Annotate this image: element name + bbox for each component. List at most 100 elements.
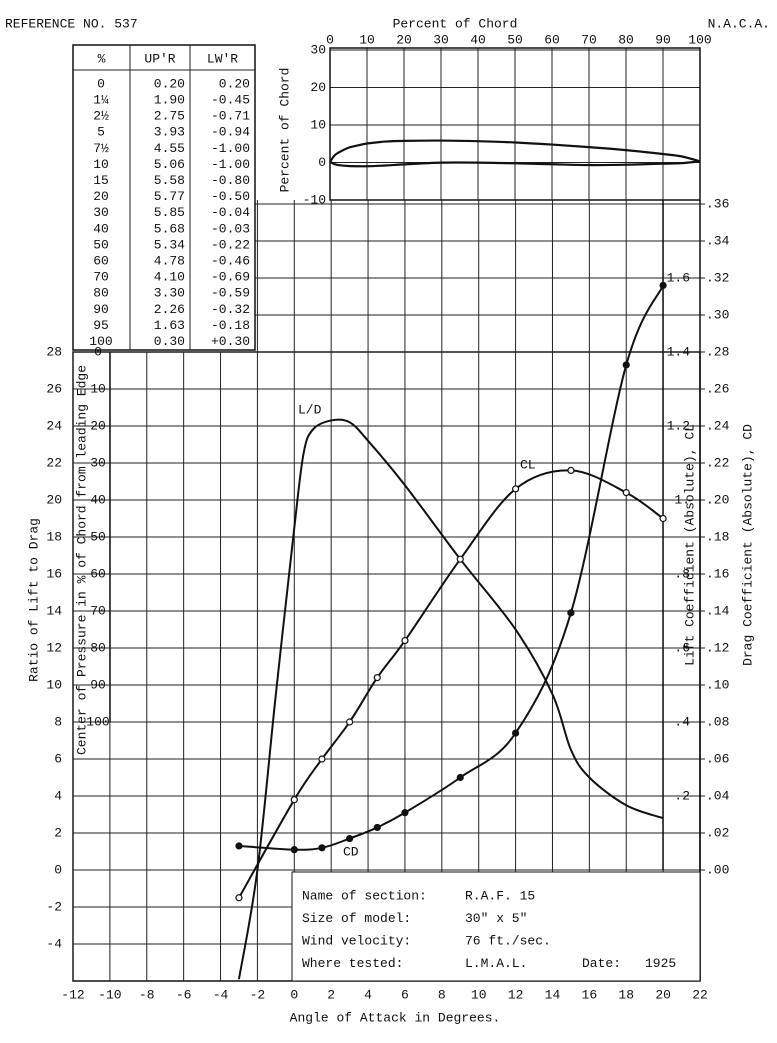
table-header: %: [98, 51, 106, 66]
table-ordinate: 5.77: [154, 189, 185, 204]
data-point: [456, 773, 464, 782]
series-label: CL: [520, 457, 536, 472]
table-ordinate: 3.30: [154, 286, 185, 301]
table-header: UP'R: [144, 51, 175, 66]
y4-tick-label: 50: [90, 529, 106, 544]
data-point: [659, 514, 667, 523]
y2-tick-label: 1.4: [667, 344, 691, 359]
table-ordinate: -0.71: [211, 109, 250, 124]
y2-tick-label: .6: [674, 640, 690, 655]
airfoil-surface: [329, 160, 701, 168]
y3-tick-label: .36: [706, 196, 729, 211]
data-point: [235, 894, 243, 902]
series-line: [238, 284, 665, 851]
date-label: Date:: [582, 956, 621, 971]
table-ordinate: -0.94: [211, 125, 250, 140]
section-x-tick-label: 60: [544, 32, 560, 47]
table-ordinate: -1.00: [211, 157, 250, 172]
y3-tick-label: .24: [706, 418, 730, 433]
y2-tick-label: .2: [674, 788, 690, 803]
table-ordinate: -0.50: [211, 189, 250, 204]
data-point: [318, 755, 326, 763]
y-tick-label: 28: [46, 344, 62, 359]
data-point: [511, 485, 520, 493]
data-point: [346, 834, 354, 843]
y3-tick-label: .26: [706, 381, 729, 396]
table-station: 2½: [93, 109, 109, 124]
x-tick-label: -10: [98, 987, 121, 1002]
section-y-tick-label: 0: [318, 155, 326, 170]
table-ordinate: 0.30: [154, 334, 185, 349]
y3-tick-label: .20: [706, 492, 729, 507]
table-station: 50: [93, 237, 109, 252]
y3-tick-label: .06: [706, 751, 729, 766]
table-ordinate: -0.45: [211, 93, 250, 108]
table-ordinate: -0.59: [211, 286, 250, 301]
data-point: [346, 718, 354, 726]
ordinate-table: [72, 44, 256, 351]
table-station: 40: [93, 221, 109, 236]
section-x-tick-label: 40: [470, 32, 486, 47]
y2-axis-title: Lift Coefficient (Absolute), CL: [682, 424, 697, 666]
x-tick-label: 18: [618, 987, 634, 1002]
y3-tick-label: .28: [706, 344, 729, 359]
x-tick-label: 0: [290, 987, 298, 1002]
y2-tick-label: 1.2: [667, 418, 690, 433]
data-point: [567, 609, 575, 617]
reference: REFERENCE NO. 537: [5, 16, 138, 31]
section-title: Percent of Chord: [393, 16, 518, 31]
specimen-box: [291, 871, 701, 982]
y-tick-label: 8: [54, 714, 62, 729]
x-tick-label: -8: [139, 987, 155, 1002]
y3-tick-label: .02: [706, 825, 729, 840]
table-ordinate: 3.93: [154, 125, 185, 140]
section-y-tick-label: -10: [303, 192, 326, 207]
y-tick-label: 0: [54, 862, 62, 877]
y-tick-label: 16: [46, 566, 62, 581]
x-tick-label: 8: [438, 987, 446, 1002]
specimen-label: Where tested:: [302, 956, 403, 971]
y4-tick-label: 70: [90, 603, 106, 618]
specimen-label: Wind velocity:: [302, 933, 411, 948]
data-point: [401, 636, 409, 645]
y3-tick-label: .04: [706, 788, 730, 803]
table-ordinate: -0.22: [211, 237, 250, 252]
table-station: 5: [97, 125, 105, 140]
y3-tick-label: .16: [706, 566, 729, 581]
series-line: [237, 418, 664, 980]
specimen-value: 30" x 5": [465, 911, 527, 926]
table-station: 70: [93, 270, 109, 285]
table-ordinate: 5.85: [154, 205, 185, 220]
y4-tick-label: 40: [90, 492, 106, 507]
y-tick-label: 18: [46, 529, 62, 544]
table-station: 30: [93, 205, 109, 220]
table-station: 20: [93, 189, 109, 204]
table-station: 7½: [93, 141, 109, 156]
y4-tick-label: 80: [90, 640, 106, 655]
x-tick-label: 4: [364, 987, 372, 1002]
y2-tick-label: 1.: [674, 492, 690, 507]
y4-tick-label: 10: [90, 381, 106, 396]
table-station: 15: [93, 173, 109, 188]
y-tick-label: 26: [46, 381, 62, 396]
data-point: [290, 796, 298, 804]
y2-tick-label: .4: [674, 714, 690, 729]
specimen-value: R.A.F. 15: [465, 888, 535, 903]
table-ordinate: -1.00: [211, 141, 250, 156]
y-tick-label: 14: [46, 603, 62, 618]
section-x-tick-label: 80: [618, 32, 634, 47]
series-label: CD: [343, 844, 359, 859]
section-x-tick-label: 20: [396, 32, 412, 47]
data-point: [373, 823, 381, 832]
y3-tick-label: .30: [706, 307, 729, 322]
y2-tick-label: .8: [674, 566, 690, 581]
table-station: 1¼: [93, 93, 109, 108]
specimen-value: 76 ft./sec.: [465, 933, 551, 948]
table-ordinate: 4.10: [154, 270, 185, 285]
x-tick-label: 16: [582, 987, 598, 1002]
table-ordinate: 5.06: [154, 157, 185, 172]
y2-tick-label: 1.6: [667, 270, 690, 285]
specimen-value: L.M.A.L.: [465, 956, 527, 971]
section-x-tick-label: 10: [359, 32, 375, 47]
